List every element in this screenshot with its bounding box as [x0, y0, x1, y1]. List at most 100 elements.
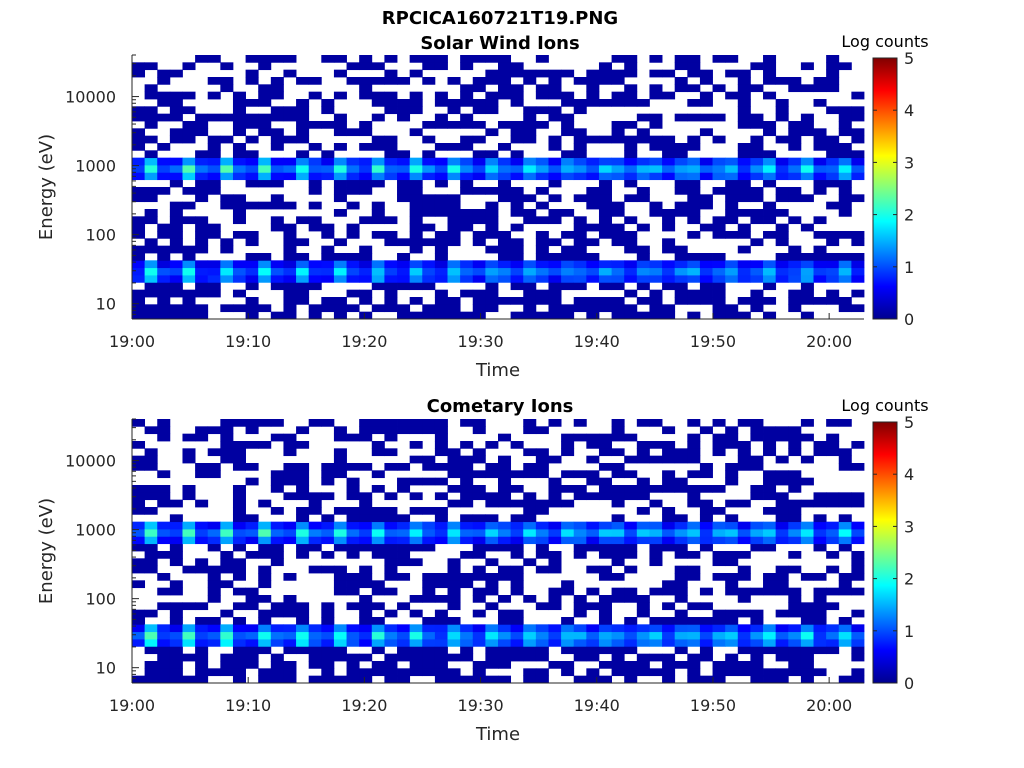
spectrogram-cell: [283, 135, 297, 144]
spectrogram-cell: [169, 602, 183, 611]
spectrogram-cell: [611, 624, 625, 633]
spectrogram-cell: [485, 172, 499, 181]
spectrogram-cell: [611, 558, 625, 567]
spectrogram-cell: [144, 426, 158, 435]
spectrogram-cell: [737, 194, 751, 203]
spectrogram-cell: [409, 223, 423, 232]
spectrogram-cell: [851, 639, 865, 647]
spectrogram-cell: [838, 143, 852, 151]
spectrogram-cell: [838, 231, 852, 239]
spectrogram-cell: [485, 470, 499, 479]
spectrogram-cell: [283, 441, 297, 449]
spectrogram-cell: [195, 653, 209, 662]
spectrogram-cell: [397, 311, 411, 320]
spectrogram-cell: [611, 282, 625, 291]
spectrogram-cell: [296, 106, 310, 115]
spectrogram-cell: [737, 209, 751, 217]
spectrogram-cell: [308, 492, 322, 501]
spectrogram-cell: [397, 253, 411, 261]
spectrogram-cell: [687, 433, 701, 442]
spectrogram-cell: [712, 55, 726, 63]
spectrogram-cell: [207, 223, 221, 232]
spectrogram-cell: [296, 536, 310, 545]
spectrogram-cell: [422, 543, 436, 552]
spectrogram-cell: [775, 275, 789, 283]
spectrogram-cell: [624, 543, 638, 552]
spectrogram-cell: [308, 624, 322, 633]
spectrogram-cell: [195, 558, 209, 567]
spectrogram-cell: [308, 565, 322, 574]
spectrogram-cell: [523, 499, 537, 508]
spectrogram-cell: [397, 529, 411, 537]
spectrogram-cell: [674, 624, 688, 633]
spectrogram-cell: [371, 543, 385, 552]
spectrogram-cell: [813, 639, 827, 647]
spectrogram-cell: [207, 187, 221, 195]
spectrogram-cell: [422, 419, 436, 427]
spectrogram-cell: [624, 433, 638, 442]
spectrogram-cell: [573, 639, 587, 647]
spectrogram-cell: [207, 77, 221, 85]
spectrogram-cell: [359, 91, 373, 100]
spectrogram-cell: [220, 157, 234, 166]
spectrogram-cells: [132, 55, 865, 320]
spectrogram-cell: [586, 77, 600, 85]
spectrogram-cell: [447, 675, 461, 684]
spectrogram-cell: [573, 653, 587, 662]
spectrogram-cell: [737, 297, 751, 305]
spectrogram-cell: [157, 433, 171, 442]
spectrogram-cell: [788, 253, 802, 261]
spectrogram-cell: [195, 646, 209, 655]
spectrogram-cell: [573, 485, 587, 493]
spectrogram-cell: [308, 201, 322, 210]
spectrogram-cell: [195, 289, 209, 298]
spectrogram-cell: [838, 304, 852, 313]
spectrogram-cell: [788, 536, 802, 545]
spectrogram-cell: [321, 419, 335, 427]
spectrogram-cell: [586, 602, 600, 611]
spectrogram-cell: [826, 201, 840, 210]
spectrogram-cell: [296, 609, 310, 618]
spectrogram-cell: [434, 580, 448, 589]
spectrogram-cell: [586, 172, 600, 181]
spectrogram-cell: [548, 77, 562, 85]
spectrogram-cell: [498, 297, 512, 305]
spectrogram-cell: [384, 99, 398, 107]
spectrogram-cell: [851, 113, 865, 122]
spectrogram-cell: [157, 499, 171, 508]
spectrogram-cell: [296, 646, 310, 655]
spectrogram-cell: [636, 245, 650, 254]
spectrogram-cell: [788, 194, 802, 203]
spectrogram-cell: [232, 536, 246, 545]
spectrogram-cell: [800, 499, 814, 508]
spectrogram-cell: [460, 260, 474, 269]
spectrogram-cell: [308, 529, 322, 537]
spectrogram-cell: [750, 113, 764, 122]
spectrogram-cell: [586, 238, 600, 247]
spectrogram-cell: [270, 602, 284, 611]
spectrogram-cell: [258, 179, 272, 188]
spectrogram-cell: [826, 157, 840, 166]
spectrogram-cell: [182, 157, 196, 166]
spectrogram-cell: [409, 668, 423, 677]
spectrogram-cell: [624, 492, 638, 501]
spectrogram-cell: [460, 311, 474, 320]
spectrogram-cell: [132, 304, 146, 313]
spectrogram-cell: [220, 661, 234, 669]
spectrogram-cell: [535, 275, 549, 283]
spectrogram-cell: [207, 521, 221, 530]
spectrogram-cell: [157, 646, 171, 655]
spectrogram-cell: [485, 77, 499, 85]
spectrogram-cell: [409, 209, 423, 217]
spectrogram-cell: [763, 492, 777, 501]
spectrogram-cell: [674, 580, 688, 589]
spectrogram-cell: [763, 587, 777, 596]
spectrogram-cell: [737, 172, 751, 181]
spectrogram-cell: [397, 558, 411, 567]
spectrogram-cell: [296, 77, 310, 85]
spectrogram-cell: [624, 135, 638, 144]
spectrogram-cell: [409, 595, 423, 603]
spectrogram-cell: [662, 470, 676, 479]
spectrogram-cell: [750, 536, 764, 545]
spectrogram-cell: [662, 617, 676, 625]
